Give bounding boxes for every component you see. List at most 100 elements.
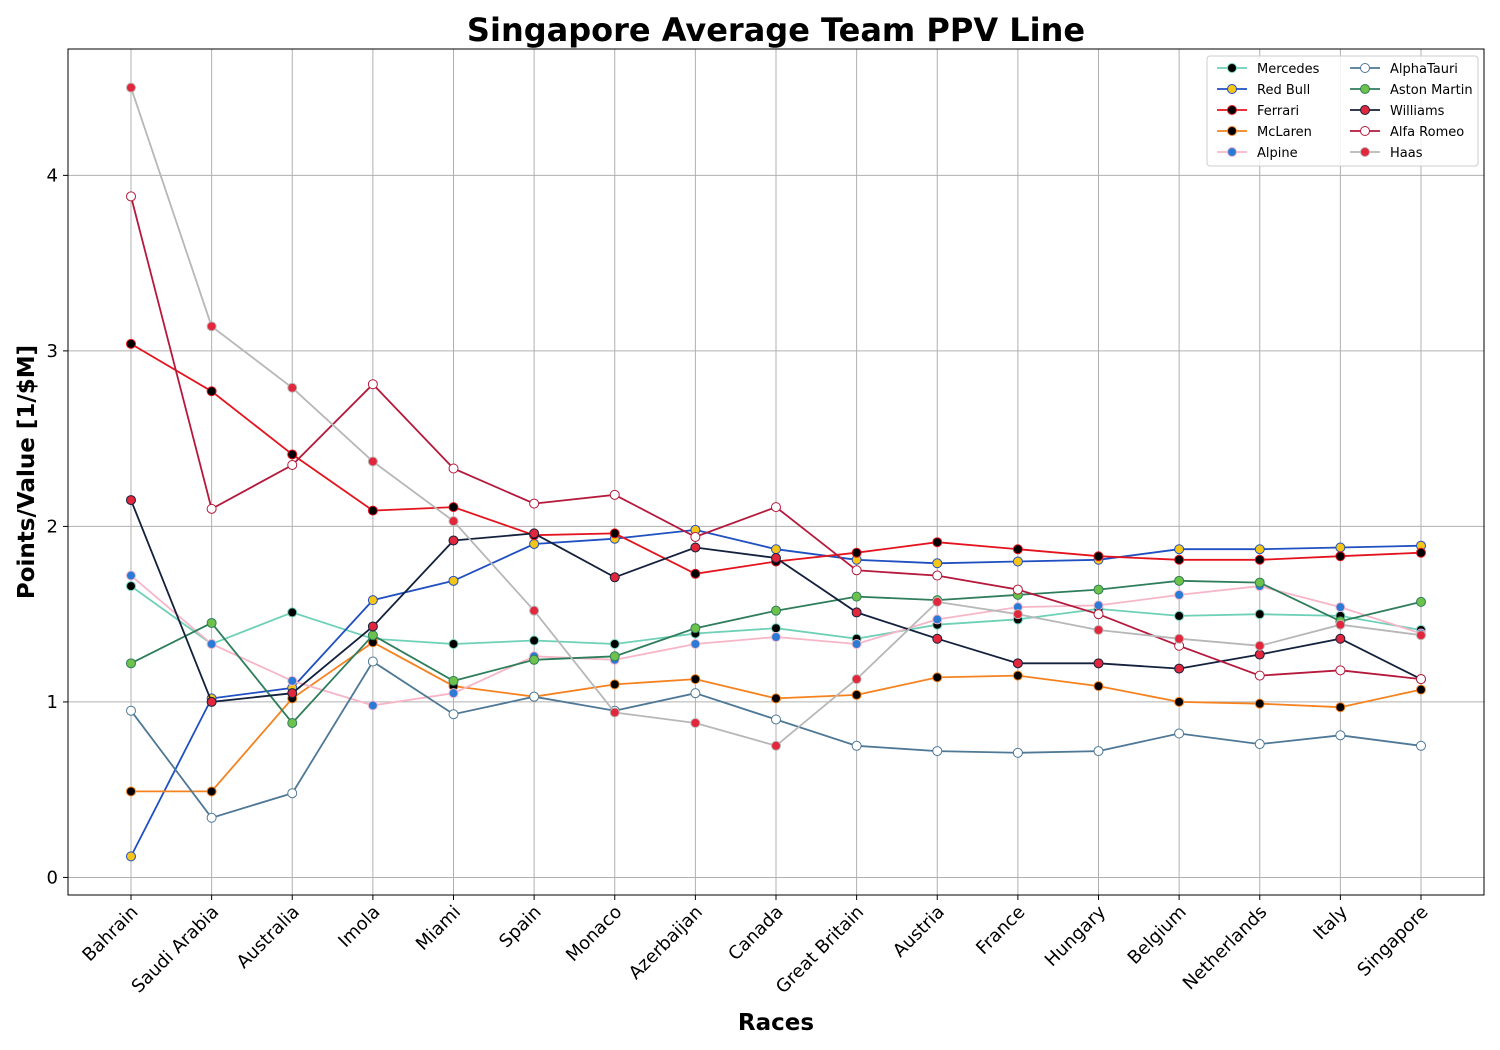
data-point <box>851 591 862 602</box>
legend-item: Ferrari <box>1217 104 1299 119</box>
data-point <box>1254 577 1265 588</box>
data-point <box>1012 556 1023 567</box>
data-point <box>529 691 540 702</box>
data-point <box>771 553 781 564</box>
data-point <box>448 709 459 720</box>
data-point <box>1335 602 1346 613</box>
data-point <box>448 535 459 546</box>
legend-marker <box>1227 84 1237 94</box>
data-point <box>126 786 136 797</box>
chart-title: Singapore Average Team PPV Line <box>467 11 1085 49</box>
legend-label: Alfa Romeo <box>1390 125 1464 140</box>
data-point <box>1254 544 1265 555</box>
x-tick-label: Imola <box>334 902 384 952</box>
data-point <box>529 538 540 549</box>
legend-label: Mercedes <box>1257 62 1320 77</box>
x-tick-label: Belgium <box>1124 902 1191 969</box>
x-tick-label: Singapore <box>1353 902 1432 981</box>
data-point <box>690 531 701 542</box>
legend-frame <box>1206 55 1479 167</box>
data-point <box>1012 658 1023 669</box>
data-point <box>1254 670 1265 681</box>
data-point <box>932 633 943 644</box>
data-point <box>609 639 620 650</box>
data-point <box>287 688 298 699</box>
legend-label: Williams <box>1390 104 1445 119</box>
data-point <box>932 672 943 683</box>
data-point <box>851 565 862 576</box>
data-point <box>1093 584 1104 595</box>
data-point <box>126 338 136 349</box>
data-point <box>690 688 701 699</box>
data-point <box>932 558 943 569</box>
series-alphatauri <box>126 656 1426 823</box>
legend: Mercedes Red Bull Ferrari McLaren Alpine Alph… <box>1206 55 1479 167</box>
legend-item: Aston Martin <box>1350 83 1473 98</box>
data-point <box>771 544 781 555</box>
data-point <box>206 386 217 397</box>
legend-label: Haas <box>1390 146 1423 161</box>
data-point <box>1335 702 1346 713</box>
data-point <box>1174 554 1185 565</box>
data-point <box>1174 663 1185 674</box>
data-point <box>448 675 459 686</box>
data-point <box>448 688 459 699</box>
data-point <box>690 568 701 579</box>
x-tick-label: Monaco <box>562 902 626 966</box>
legend-item: Alfa Romeo <box>1350 125 1464 140</box>
data-point <box>609 651 620 662</box>
data-point <box>1254 609 1265 620</box>
data-point <box>690 542 701 553</box>
data-point <box>367 621 378 632</box>
x-tick-label: Austria <box>889 902 949 962</box>
y-tick-label: 3 <box>47 341 58 362</box>
data-point <box>448 639 459 650</box>
data-point <box>771 502 781 513</box>
data-point <box>609 679 620 690</box>
data-point <box>126 851 136 862</box>
data-point <box>932 570 943 581</box>
data-point <box>1416 596 1426 607</box>
data-point <box>851 547 862 558</box>
data-point <box>1174 610 1185 621</box>
data-point <box>529 654 540 665</box>
data-point <box>1093 600 1104 611</box>
data-point <box>932 614 943 625</box>
data-point <box>287 788 298 799</box>
data-point <box>1416 547 1426 558</box>
data-point <box>529 605 540 616</box>
data-point <box>287 607 298 618</box>
data-point <box>287 382 298 393</box>
legend-item: Alpine <box>1217 146 1298 161</box>
data-point <box>126 705 136 716</box>
x-tick-label: Italy <box>1309 901 1352 944</box>
data-point <box>690 623 701 634</box>
data-point <box>287 675 298 686</box>
x-tick-label: Bahrain <box>78 902 142 966</box>
data-point <box>1416 630 1426 641</box>
data-point <box>690 717 701 728</box>
data-point <box>1335 619 1346 630</box>
data-point <box>287 717 298 728</box>
data-point <box>1416 740 1426 751</box>
data-point <box>367 379 378 390</box>
data-point <box>529 635 540 646</box>
series-williams <box>126 495 1426 707</box>
data-point <box>1174 589 1185 600</box>
legend-label: Red Bull <box>1257 83 1310 98</box>
data-point <box>1012 670 1023 681</box>
data-point <box>1093 609 1104 620</box>
data-point <box>932 596 943 607</box>
series-layer <box>126 82 1426 862</box>
data-point <box>206 503 217 514</box>
data-point <box>287 459 298 470</box>
data-point <box>206 617 217 628</box>
x-axis-label: Races <box>738 1010 814 1036</box>
legend-marker <box>1360 147 1370 157</box>
legend-marker <box>1227 126 1237 136</box>
legend-marker <box>1360 105 1370 115</box>
legend-label: AlphaTauri <box>1390 62 1458 77</box>
data-point <box>367 700 378 711</box>
